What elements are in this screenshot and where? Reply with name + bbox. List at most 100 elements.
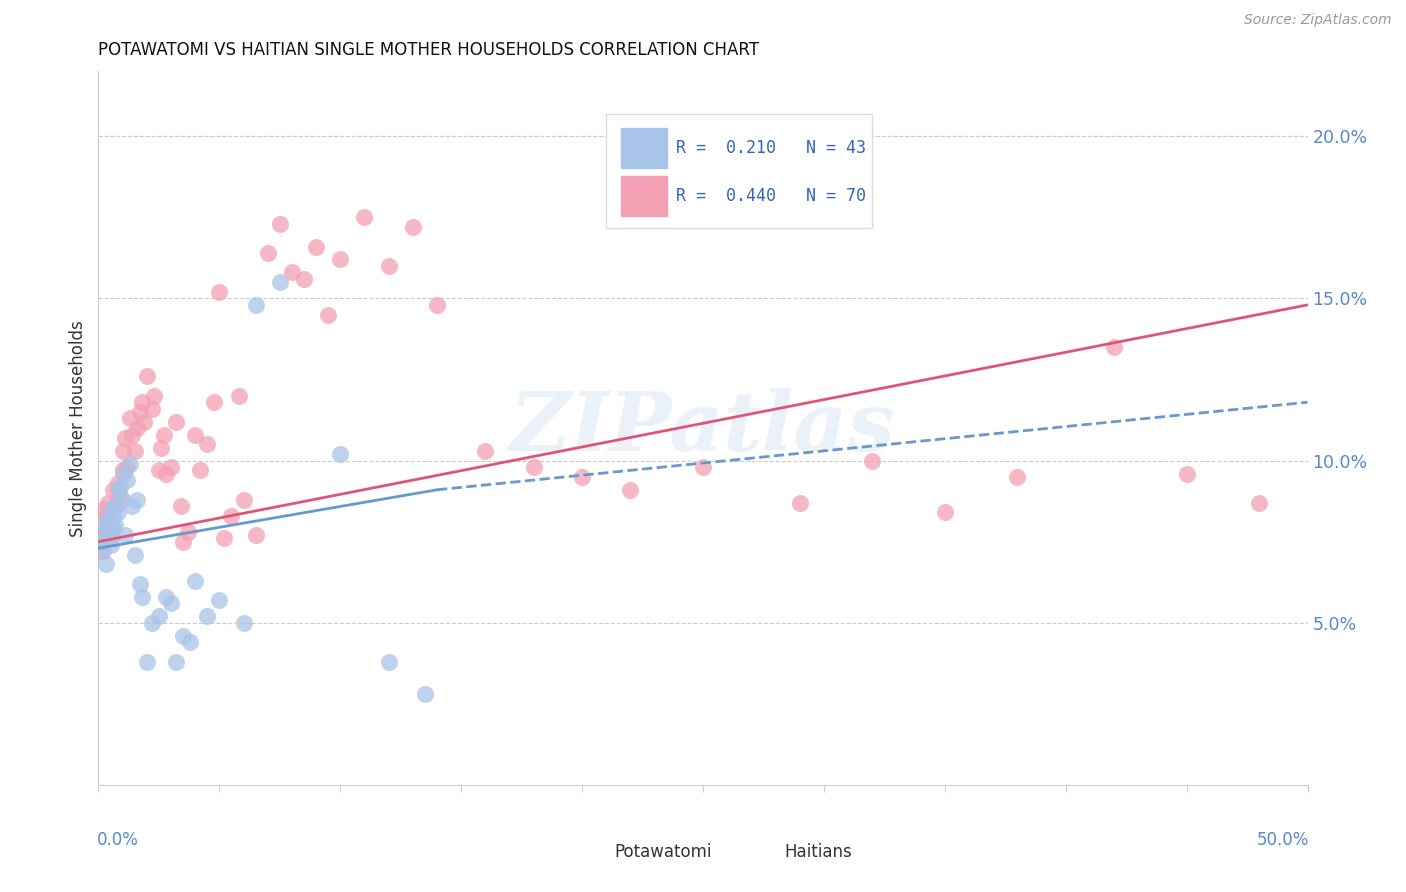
- Point: [100, 538, 122, 552]
- Point: [94, 532, 117, 546]
- Point: [107, 476, 129, 491]
- Text: R =  0.440   N = 70: R = 0.440 N = 70: [676, 186, 866, 204]
- Point: [165, 415, 187, 429]
- Y-axis label: Single Mother Households: Single Mother Households: [69, 320, 87, 536]
- Point: [128, 405, 150, 419]
- Point: [245, 298, 267, 312]
- FancyBboxPatch shape: [621, 128, 666, 168]
- Point: [131, 590, 153, 604]
- Point: [91, 532, 114, 546]
- Point: [117, 473, 139, 487]
- Point: [152, 427, 174, 442]
- Point: [141, 401, 163, 416]
- Point: [195, 437, 218, 451]
- Point: [94, 522, 117, 536]
- Point: [934, 506, 956, 520]
- Point: [90, 544, 112, 558]
- Point: [128, 577, 150, 591]
- Point: [228, 389, 250, 403]
- Point: [118, 457, 141, 471]
- Point: [104, 499, 127, 513]
- Point: [402, 220, 425, 235]
- Text: R =  0.210   N = 43: R = 0.210 N = 43: [676, 139, 866, 157]
- Point: [148, 609, 170, 624]
- Point: [148, 463, 170, 477]
- Point: [204, 395, 226, 409]
- Point: [160, 596, 183, 610]
- Point: [426, 298, 449, 312]
- Point: [124, 443, 146, 458]
- FancyBboxPatch shape: [558, 838, 603, 867]
- Point: [1007, 470, 1029, 484]
- Text: POTAWATOMI VS HAITIAN SINGLE MOTHER HOUSEHOLDS CORRELATION CHART: POTAWATOMI VS HAITIAN SINGLE MOTHER HOUS…: [98, 41, 759, 59]
- Point: [131, 395, 153, 409]
- Point: [108, 489, 131, 503]
- Point: [117, 460, 139, 475]
- Point: [124, 548, 146, 562]
- Point: [94, 508, 117, 523]
- Point: [571, 470, 593, 484]
- Point: [104, 518, 127, 533]
- Point: [329, 252, 352, 267]
- Point: [413, 687, 436, 701]
- Point: [143, 389, 166, 403]
- Point: [523, 460, 546, 475]
- Point: [353, 211, 375, 225]
- Point: [91, 544, 114, 558]
- Point: [256, 246, 278, 260]
- Point: [305, 239, 328, 253]
- Point: [107, 506, 129, 520]
- Point: [292, 272, 315, 286]
- Point: [114, 528, 136, 542]
- Text: Source: ZipAtlas.com: Source: ZipAtlas.com: [1244, 13, 1392, 28]
- Point: [127, 421, 149, 435]
- Point: [269, 217, 291, 231]
- Point: [97, 512, 120, 526]
- Point: [134, 415, 156, 429]
- Point: [169, 499, 191, 513]
- Point: [97, 496, 120, 510]
- Point: [165, 655, 187, 669]
- Point: [127, 492, 149, 507]
- Text: ZIPatlas: ZIPatlas: [510, 388, 896, 468]
- Point: [184, 427, 207, 442]
- Point: [177, 524, 200, 539]
- Point: [118, 411, 141, 425]
- Point: [101, 483, 124, 497]
- Point: [108, 479, 131, 493]
- Point: [90, 534, 112, 549]
- Point: [184, 574, 207, 588]
- FancyBboxPatch shape: [606, 114, 872, 228]
- Point: [135, 369, 157, 384]
- Point: [208, 593, 231, 607]
- Text: 0.0%: 0.0%: [97, 831, 139, 849]
- Point: [172, 534, 194, 549]
- Point: [107, 483, 129, 497]
- Text: Haitians: Haitians: [785, 843, 852, 861]
- Point: [269, 275, 291, 289]
- Point: [111, 443, 134, 458]
- FancyBboxPatch shape: [621, 177, 666, 216]
- Point: [141, 615, 163, 630]
- Point: [377, 259, 399, 273]
- Point: [121, 499, 143, 513]
- Text: Potawatomi: Potawatomi: [614, 843, 713, 861]
- Point: [316, 308, 339, 322]
- Point: [111, 467, 134, 481]
- Point: [111, 492, 134, 507]
- Point: [100, 502, 122, 516]
- Point: [172, 629, 194, 643]
- Point: [1249, 496, 1271, 510]
- Point: [100, 502, 122, 516]
- FancyBboxPatch shape: [727, 838, 773, 867]
- Point: [121, 427, 143, 442]
- Point: [208, 285, 231, 299]
- Point: [101, 508, 124, 523]
- Point: [789, 496, 811, 510]
- Point: [860, 453, 883, 467]
- Point: [188, 463, 211, 477]
- Point: [97, 512, 120, 526]
- Point: [212, 532, 235, 546]
- Point: [114, 431, 136, 445]
- Point: [245, 528, 267, 542]
